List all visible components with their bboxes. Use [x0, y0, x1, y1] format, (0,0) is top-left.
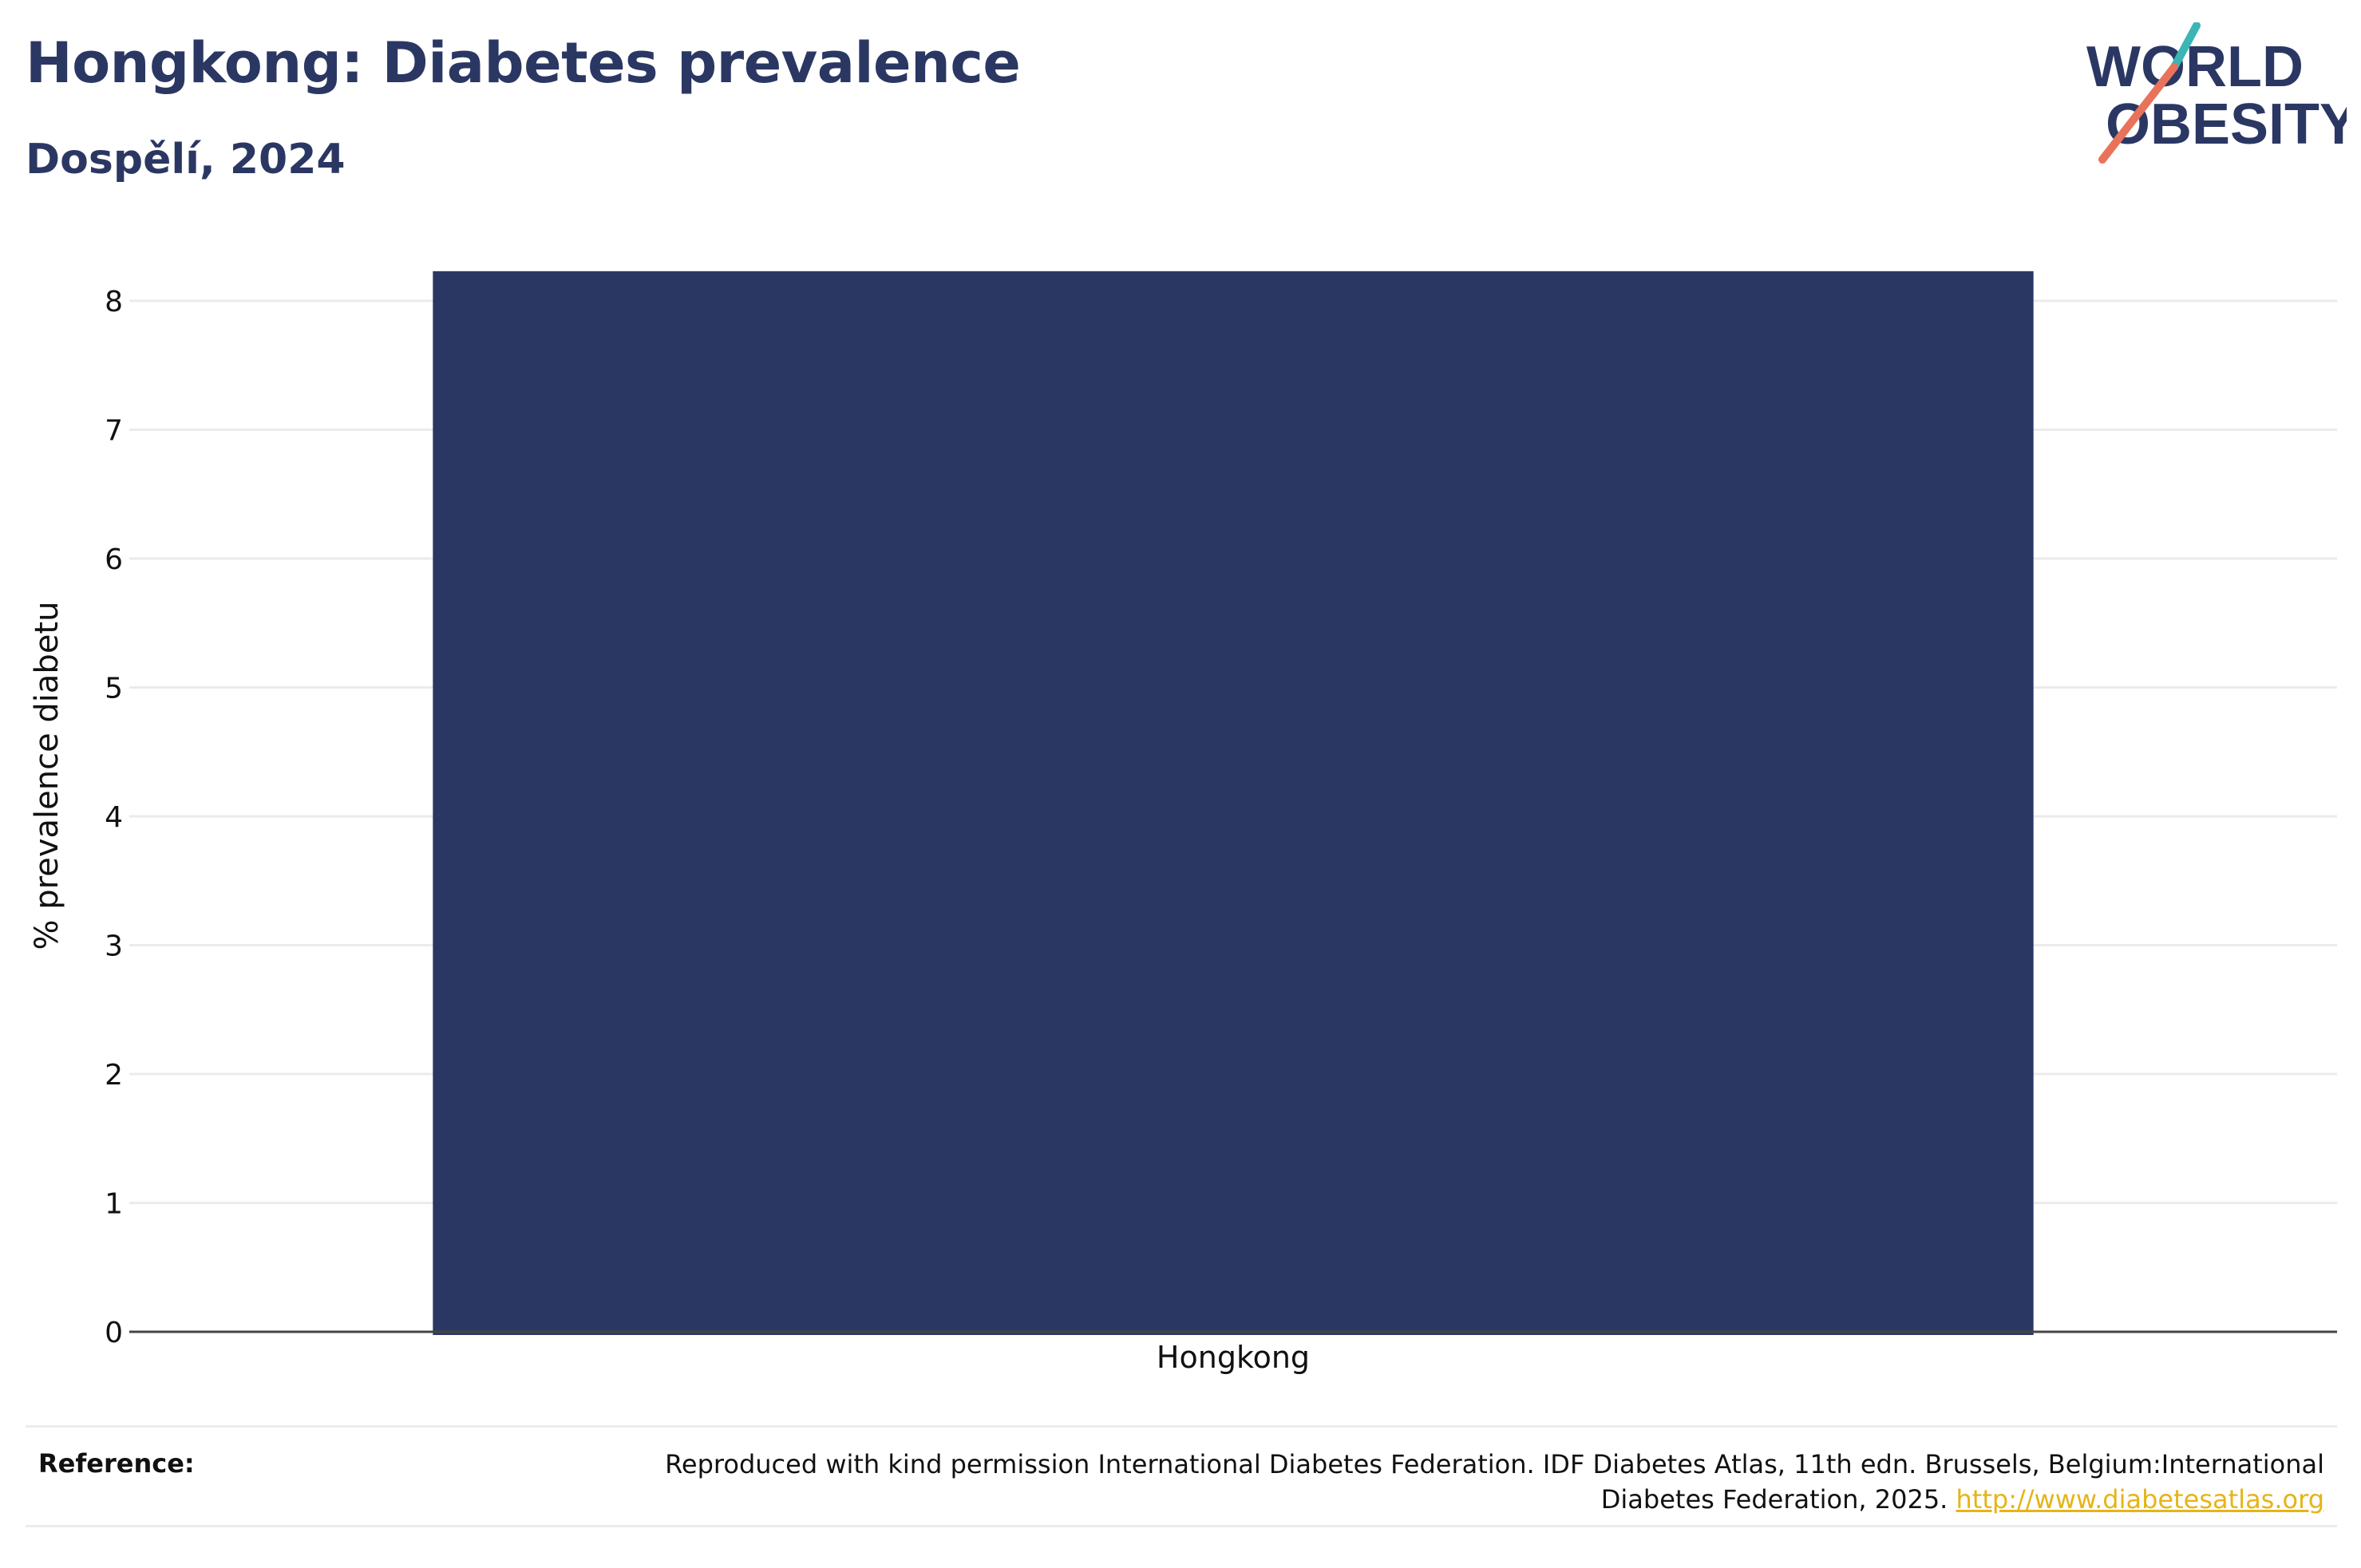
logo-slash-bottom: [2098, 63, 2178, 164]
chart-title: Hongkong: Diabetes prevalence: [26, 30, 1021, 96]
y-axis-label: % prevalence diabetu: [29, 602, 65, 950]
y-tick-label: 1: [105, 1188, 123, 1221]
y-tick-label: 8: [105, 286, 123, 318]
bar-hongkong[interactable]: [433, 271, 2034, 1336]
x-tick-labels: Hongkong: [1157, 1340, 1310, 1375]
bars: [433, 271, 2034, 1336]
y-tick-label: 3: [105, 930, 123, 963]
reference-top-rule: [26, 1425, 2337, 1428]
y-tick-label: 2: [105, 1059, 123, 1092]
x-tick-label: Hongkong: [1157, 1340, 1310, 1375]
y-tick-labels: 0 1 2 3 4 5 6 7 8: [105, 286, 123, 1349]
reference-link[interactable]: http://www.diabetesatlas.org: [1956, 1484, 2324, 1515]
y-tick-label: 0: [105, 1317, 123, 1349]
world-obesity-logo[interactable]: WORLD OBESITY: [2083, 22, 2347, 166]
chart-subtitle: Dospělí, 2024: [26, 136, 346, 184]
bar-chart: 0 1 2 3 4 5 6 7 8 Hongkong % prevalence diabetu: [29, 271, 2337, 1375]
reference-text-line2: Diabetes Federation, 2025.: [1600, 1484, 1948, 1515]
reference-text-line1: Reproduced with kind permission Internat…: [665, 1449, 2324, 1479]
y-tick-label: 5: [105, 673, 123, 705]
logo-slash-top: [2170, 22, 2201, 71]
y-tick-label: 6: [105, 543, 123, 576]
logo-line-world: WORLD: [2086, 35, 2304, 99]
y-tick-label: 4: [105, 801, 123, 834]
reference-bottom-rule: [26, 1525, 2337, 1527]
y-tick-label: 7: [105, 415, 123, 448]
reference-label: Reference:: [38, 1448, 195, 1479]
reference-text: Reproduced with kind permission Internat…: [648, 1447, 2324, 1517]
